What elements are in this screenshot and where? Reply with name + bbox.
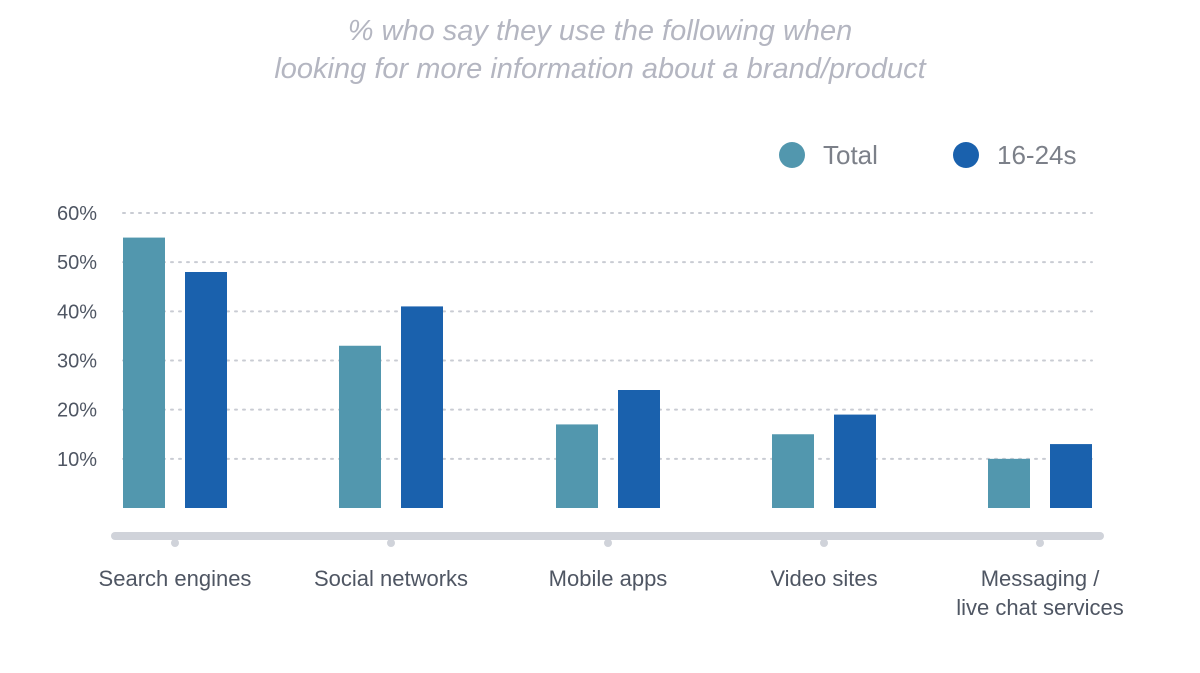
x-axis [111,532,1104,547]
bar-youth [618,390,660,508]
x-axis-tick [820,539,828,547]
y-tick-label: 60% [57,203,97,225]
chart-title-line: looking for more information about a bra… [274,53,927,85]
x-category-label: Messaging / [981,566,1101,591]
legend: Total 16-24s [779,140,1077,170]
legend-label: Total [823,140,878,170]
x-axis-labels: Search engines Social networks Mobile apps… [99,566,1124,620]
bar-total [772,434,814,508]
bar-total [988,458,1030,508]
y-axis-ticks: 10% 20% 30% 40% 50% 60% [57,203,97,471]
x-category-label: Video sites [770,566,877,591]
x-axis-tick [171,539,179,547]
x-category-label: Mobile apps [549,566,668,591]
bar-youth [1050,444,1092,508]
bar-youth [834,414,876,508]
bars [123,237,1092,509]
y-tick-label: 20% [57,400,97,422]
x-category-label: Search engines [99,566,252,591]
chart-title-line: % who say they use the following when [348,15,853,47]
x-category-label: Social networks [314,566,468,591]
x-category-label: live chat services [956,595,1124,620]
x-axis-tick [1036,539,1044,547]
y-tick-label: 30% [57,351,97,373]
bar-total [123,237,165,509]
y-tick-label: 50% [57,252,97,274]
bar-youth [401,306,443,508]
legend-swatch [953,142,979,168]
chart-title: % who say they use the following when loo… [274,15,927,85]
x-axis-tick [387,539,395,547]
legend-label: 16-24s [997,140,1077,170]
bar-youth [185,272,227,508]
y-tick-label: 40% [57,301,97,323]
legend-swatch [779,142,805,168]
gridlines [122,212,1093,460]
x-axis-tick [604,539,612,547]
bar-total [339,345,381,508]
bar-total [556,424,598,508]
y-tick-label: 10% [57,449,97,471]
